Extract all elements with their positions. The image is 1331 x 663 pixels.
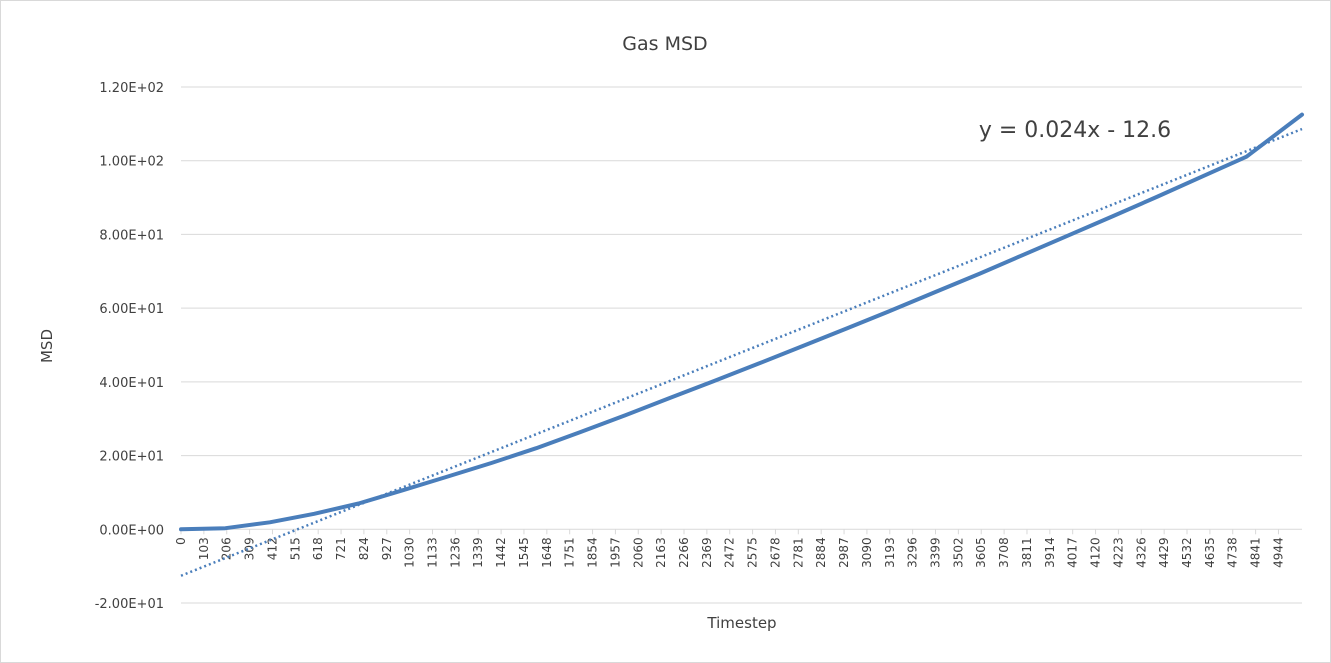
x-tick-label: 4635	[1203, 537, 1217, 568]
x-tick-label: 3502	[951, 537, 965, 568]
x-tick-label: 206	[220, 537, 234, 560]
x-tick-label: 2781	[791, 537, 805, 568]
x-tick-label: 2266	[677, 537, 691, 568]
x-tick-label: 618	[311, 537, 325, 560]
trendline-equation: y = 0.024x - 12.6	[979, 118, 1171, 143]
x-tick-label: 4120	[1089, 537, 1103, 568]
x-tick-label: 1957	[608, 537, 622, 568]
x-tick-label: 4326	[1134, 537, 1148, 568]
x-tick-label: 1339	[471, 537, 485, 568]
x-axis-ticks: 0 103 206 309 412 515 618 721 824 927 1030 1133 1236…	[174, 529, 1285, 568]
y-axis-label: MSD	[38, 329, 56, 363]
y-tick-label: 4.00E+01	[99, 376, 164, 391]
trendline	[180, 127, 1303, 577]
x-tick-label: 1751	[563, 537, 577, 568]
x-tick-label: 3193	[883, 537, 897, 568]
x-tick-label: 412	[265, 537, 279, 560]
x-tick-label: 4532	[1180, 537, 1194, 568]
x-tick-label: 2472	[723, 537, 737, 568]
y-tick-label: 1.00E+02	[99, 155, 164, 170]
x-tick-label: 2163	[654, 537, 668, 568]
x-tick-label: 4841	[1249, 537, 1263, 568]
x-tick-label: 721	[334, 537, 348, 560]
x-tick-label: 4429	[1157, 537, 1171, 568]
x-tick-label: 2575	[746, 537, 760, 568]
y-tick-label: 0.00E+00	[99, 523, 164, 538]
x-tick-label: 2369	[700, 537, 714, 568]
y-tick-label: 2.00E+01	[99, 450, 164, 465]
x-tick-label: 1648	[540, 537, 554, 568]
x-tick-label: 309	[243, 537, 257, 560]
x-tick-label: 2884	[814, 537, 828, 568]
series-line	[179, 112, 1304, 532]
x-tick-label: 3914	[1043, 537, 1057, 568]
x-tick-label: 3296	[906, 537, 920, 568]
x-tick-label: 1442	[494, 537, 508, 568]
x-tick-label: 103	[197, 537, 211, 560]
x-tick-label: 1030	[403, 537, 417, 568]
x-tick-label: 3090	[860, 537, 874, 568]
x-tick-label: 2060	[631, 537, 645, 568]
chart-title: Gas MSD	[622, 33, 707, 55]
x-tick-label: 3811	[1020, 537, 1034, 568]
x-tick-label: 1545	[517, 537, 531, 568]
x-tick-label: 824	[357, 537, 371, 560]
x-tick-label: 515	[288, 537, 302, 560]
y-axis-ticks: -2.00E+01 0.00E+00 2.00E+01 4.00E+01 6.00E+0…	[95, 81, 164, 612]
y-tick-label: 6.00E+01	[99, 302, 164, 317]
x-tick-label: 4944	[1271, 537, 1285, 568]
x-tick-label: 4017	[1066, 537, 1080, 568]
plot-area	[179, 112, 1304, 577]
x-tick-label: 4738	[1226, 537, 1240, 568]
y-tick-label: 1.20E+02	[99, 81, 164, 96]
y-tick-label: 8.00E+01	[99, 228, 164, 243]
x-tick-label: 2987	[837, 537, 851, 568]
gridlines	[181, 86, 1302, 604]
x-tick-label: 3605	[974, 537, 988, 568]
x-tick-label: 0	[174, 537, 188, 545]
x-tick-label: 3399	[929, 537, 943, 568]
x-tick-label: 1236	[448, 537, 462, 568]
y-tick-label: -2.00E+01	[95, 597, 164, 612]
x-tick-label: 2678	[768, 537, 782, 568]
x-tick-label: 1133	[426, 537, 440, 568]
x-tick-label: 927	[380, 537, 394, 560]
x-axis-label: Timestep	[706, 614, 776, 632]
x-tick-label: 4223	[1111, 537, 1125, 568]
x-tick-label: 1854	[586, 537, 600, 568]
x-tick-label: 3708	[997, 537, 1011, 568]
